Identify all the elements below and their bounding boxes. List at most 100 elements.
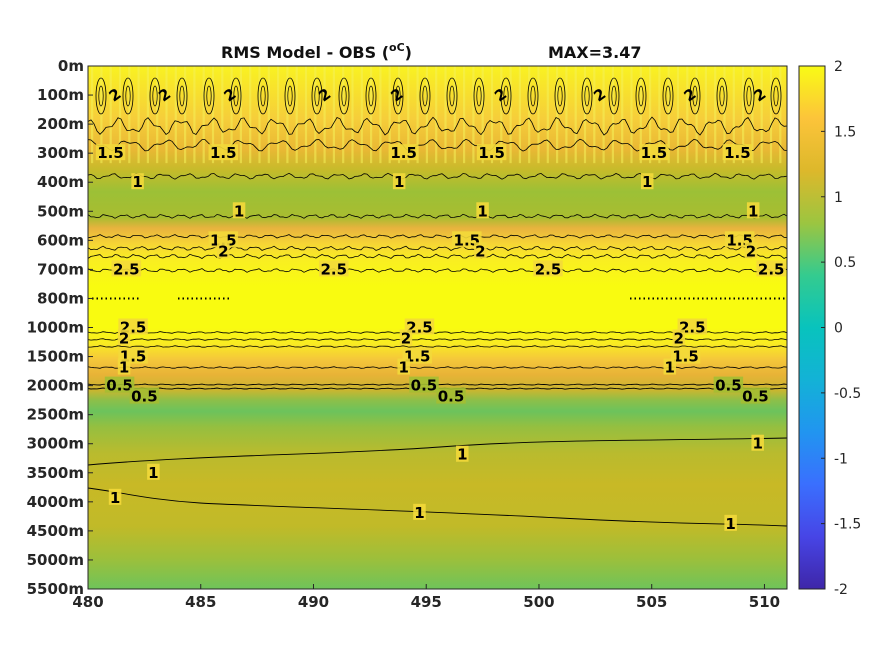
y-tick-label: 5500m	[27, 580, 84, 598]
contour-label: 2.5	[535, 260, 562, 278]
stripe	[769, 66, 773, 164]
contour-label: 2.5	[406, 319, 433, 337]
y-tick-label: 5000m	[27, 551, 84, 569]
contour-line	[87, 338, 788, 341]
contour-label-bg	[117, 329, 131, 346]
x-tick-label: 480	[72, 593, 103, 611]
contour-label: 2.5	[113, 260, 140, 278]
contour-line	[581, 77, 593, 115]
stripe	[370, 66, 373, 164]
stripe	[686, 66, 689, 164]
contour-line	[662, 77, 674, 115]
contour-label-bg	[147, 463, 160, 480]
contour-label: 2	[218, 242, 228, 260]
y-tick-label: 3500m	[27, 464, 84, 482]
y-tick-label: 400m	[37, 173, 84, 191]
contour-label-bg	[217, 242, 230, 259]
contour-line	[87, 253, 788, 260]
contour-line	[554, 77, 566, 115]
contour-line	[206, 85, 212, 107]
stripe	[239, 66, 242, 164]
colorbar-scale	[798, 65, 826, 590]
contour-label-bg	[663, 358, 676, 375]
stripe	[314, 66, 317, 164]
stripe	[649, 66, 652, 164]
stripe	[202, 66, 205, 164]
contour-line	[395, 85, 401, 107]
stripe	[593, 66, 596, 164]
x-tick-label: 510	[749, 593, 780, 611]
contour-line	[557, 85, 563, 107]
contour-label: 1.5	[478, 144, 505, 162]
stripe	[528, 66, 531, 164]
contour-label-bg	[640, 173, 654, 190]
contour-line	[746, 85, 752, 107]
contour-line	[773, 85, 779, 107]
contour-line	[230, 77, 242, 115]
contour-line	[611, 85, 617, 107]
stripe	[500, 66, 503, 164]
y-tick-label: 3000m	[27, 435, 84, 453]
contour-label-bg	[413, 503, 426, 520]
x-axis-ticks: 480 485 490 495 500 505 510	[72, 584, 780, 611]
contour-label: 2	[674, 330, 684, 348]
contour-label-bg	[397, 358, 410, 375]
stripe	[137, 66, 140, 164]
contour-line	[284, 77, 296, 115]
plot-area: 2 2 2 2 2 2 2 2 21.5 1.5 1.5 1.5 1.5 1.51 1 11 1 11.5 1.5 1…	[87, 65, 788, 590]
stripe	[481, 66, 484, 164]
contour-label: 0.5	[742, 388, 769, 406]
contour-line	[638, 85, 644, 107]
contour-line	[87, 437, 788, 466]
contour-line	[770, 77, 782, 115]
stripe	[277, 66, 280, 164]
contour-label-bg	[672, 329, 686, 346]
stripe	[156, 66, 159, 164]
contour-label-bg	[456, 445, 469, 462]
y-tick-label: 100m	[37, 86, 84, 104]
colorbar-ticks: 2 1.5 1 0.5 0 -0.5 -1 -1.5 -2	[821, 59, 861, 598]
contour-line	[176, 77, 188, 115]
stripe	[704, 66, 707, 164]
contour-line	[87, 267, 788, 273]
contour-label: 1	[748, 202, 758, 220]
colorbar-tick-label: 0	[834, 321, 843, 337]
contour-line	[314, 85, 320, 107]
contour-label: 2.5	[758, 260, 785, 278]
stripe	[379, 66, 382, 164]
contour-line	[311, 77, 323, 115]
stripe	[453, 66, 456, 164]
contour-line	[87, 331, 788, 334]
contour-line	[87, 234, 788, 239]
contour-line	[87, 116, 788, 136]
stripe	[360, 66, 363, 164]
contour-label: 1.5	[724, 144, 751, 162]
stripe	[397, 66, 401, 164]
contour-label-bg	[208, 144, 239, 161]
x-tick-label: 485	[185, 593, 216, 611]
contour-line	[392, 77, 404, 115]
contour-label-bg	[751, 434, 764, 451]
contour-label-bg	[476, 202, 489, 219]
stripe	[463, 66, 466, 164]
stripe	[286, 66, 289, 164]
contour-label-bg	[399, 329, 413, 346]
contour-label: 1	[234, 202, 244, 220]
stripe	[416, 66, 419, 164]
contour-label: 1.5	[390, 144, 417, 162]
stripe	[193, 66, 196, 164]
stripe	[490, 66, 494, 164]
colorbar-tick-label: -2	[834, 582, 848, 598]
contour-line	[260, 85, 266, 107]
contour-line	[365, 77, 377, 115]
y-axis-depth-ticks: 0m 100m 200m 300m 400m 500m 600m 700m 800m 1000m 1…	[27, 57, 93, 598]
contour-label: 1.5	[97, 144, 124, 162]
contour-line	[473, 77, 485, 115]
contour-label: 1	[110, 489, 120, 507]
stripe	[323, 66, 326, 164]
contour-label: 1	[665, 359, 675, 377]
colorbar-tick-label: 2	[834, 59, 843, 75]
stripe	[760, 66, 763, 164]
stripe	[658, 66, 661, 164]
stripe	[602, 66, 605, 164]
